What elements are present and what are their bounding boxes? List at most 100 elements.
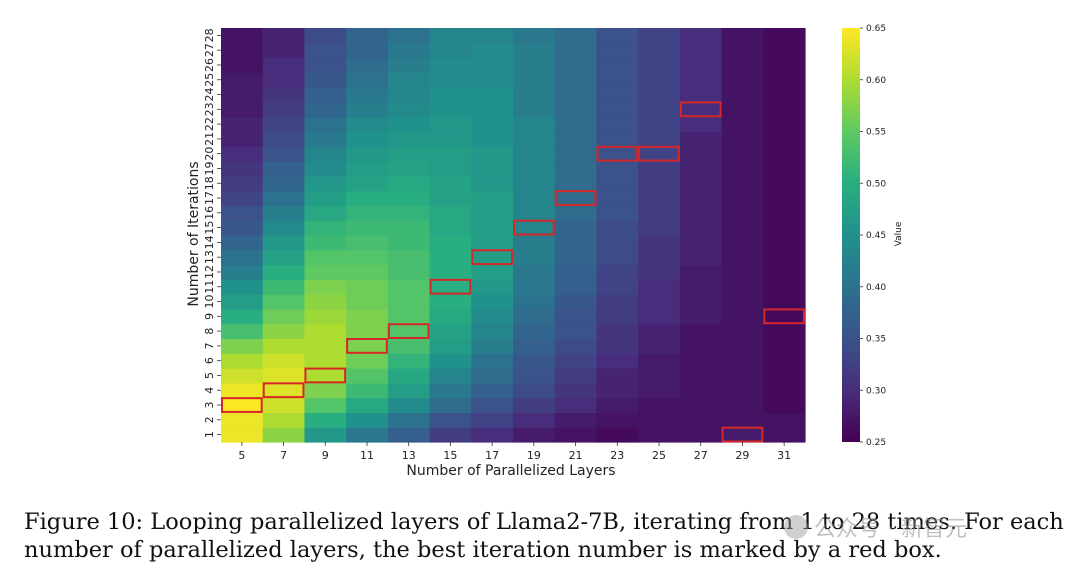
colorbar-tick-label: 0.45 — [866, 231, 886, 241]
heatmap-cell — [596, 338, 639, 354]
heatmap-cell — [346, 382, 389, 399]
y-tick-label: 19 — [203, 161, 216, 175]
heatmap-cell — [429, 161, 472, 177]
colorbar-tick-label: 0.60 — [866, 76, 886, 86]
heatmap-cell — [638, 220, 681, 236]
best-iteration-box — [346, 338, 388, 354]
heatmap-cell — [387, 116, 431, 133]
heatmap-cell — [221, 382, 264, 399]
heatmap-cell — [513, 175, 556, 192]
heatmap-cell — [262, 353, 306, 369]
heatmap-cell — [221, 412, 264, 428]
heatmap-cell — [387, 235, 431, 251]
heatmap-cell — [679, 368, 723, 384]
x-axis-title: Number of Parallelized Layers — [406, 463, 615, 479]
heatmap-cell — [471, 146, 514, 162]
heatmap-cell — [471, 294, 514, 310]
heatmap-cell — [262, 205, 306, 221]
heatmap-cell — [429, 57, 472, 73]
heatmap-cell — [262, 382, 306, 399]
heatmap-cell — [638, 87, 681, 103]
heatmap-cell — [346, 72, 389, 88]
heatmap-cell — [721, 72, 764, 88]
best-iteration-box — [304, 367, 347, 384]
heatmap-cell — [721, 220, 764, 236]
heatmap-cell — [679, 427, 723, 443]
heatmap-cell — [471, 249, 514, 266]
heatmap-cell — [763, 205, 806, 221]
heatmap-cell — [471, 338, 514, 354]
heatmap-cell — [221, 308, 264, 325]
heatmap-cell — [304, 131, 347, 147]
heatmap-cell — [262, 161, 306, 177]
heatmap-cell — [346, 87, 389, 103]
heatmap-cell — [513, 279, 556, 295]
heatmap-cell — [679, 382, 723, 399]
heatmap-cell — [346, 235, 389, 251]
y-tick-label: 8 — [203, 328, 216, 335]
heatmap-cell — [638, 323, 681, 340]
heatmap-cell — [221, 87, 264, 103]
heatmap-cell — [721, 353, 764, 369]
heatmap-cell — [387, 294, 431, 310]
heatmap-cell — [346, 57, 389, 73]
x-tick-label: 5 — [238, 449, 245, 462]
heatmap-cell — [262, 87, 306, 103]
heatmap-cell — [513, 249, 556, 266]
heatmap-cell — [346, 323, 389, 340]
heatmap-cell — [596, 190, 639, 207]
heatmap-cell — [721, 338, 764, 354]
heatmap-cell — [721, 412, 764, 428]
heatmap-cell — [221, 101, 264, 118]
y-tick-label: 20 — [203, 147, 216, 161]
heatmap-cell — [304, 190, 347, 207]
heatmap-cell — [304, 205, 347, 221]
y-axis-ticks: 1234567891011121314151617181920212223242… — [203, 28, 221, 438]
heatmap-cell — [554, 249, 598, 266]
heatmap-cell — [679, 116, 723, 133]
heatmap-cell — [346, 205, 389, 221]
heatmap-cell — [471, 42, 514, 59]
heatmap-cell — [429, 28, 472, 44]
colorbar-tick-label: 0.65 — [866, 24, 886, 34]
heatmap-cell — [679, 57, 723, 73]
heatmap-cell — [387, 72, 431, 88]
heatmap-cell — [387, 161, 431, 177]
heatmap-cell — [596, 235, 639, 251]
heatmap-cell — [471, 161, 514, 177]
heatmap-cell — [679, 220, 723, 236]
heatmap-cell — [262, 131, 306, 147]
heatmap-cell — [262, 308, 306, 325]
heatmap-cell — [679, 235, 723, 251]
heatmap-cell — [554, 116, 598, 133]
heatmap-cell — [721, 279, 764, 295]
heatmap-cell — [346, 220, 389, 236]
y-tick-label: 3 — [203, 402, 216, 409]
heatmap-cell — [221, 294, 264, 310]
heatmap-cell — [679, 353, 723, 369]
heatmap-cell — [221, 42, 264, 59]
heatmap-cell — [721, 308, 764, 325]
heatmap-cell — [346, 427, 389, 443]
best-iteration-box — [471, 249, 513, 266]
heatmap-cell — [763, 338, 806, 354]
heatmap-cell — [429, 87, 472, 103]
heatmap-cell — [596, 101, 639, 118]
heatmap-cell — [596, 323, 639, 340]
heatmap-cell — [554, 382, 598, 399]
heatmap-cell — [387, 205, 431, 221]
heatmap-cell — [221, 72, 264, 88]
heatmap-cell — [304, 235, 347, 251]
heatmap-cell — [471, 397, 514, 414]
heatmap-cells — [221, 28, 806, 443]
heatmap-cell — [304, 353, 347, 369]
heatmap-cell — [596, 412, 639, 428]
heatmap-cell — [221, 146, 264, 162]
heatmap-cell — [763, 235, 806, 251]
heatmap-cell — [346, 353, 389, 369]
heatmap-cell — [763, 28, 806, 44]
heatmap-cell — [221, 427, 264, 443]
heatmap-cell — [638, 397, 681, 414]
heatmap-cell — [304, 338, 347, 354]
heatmap-cell — [221, 161, 264, 177]
